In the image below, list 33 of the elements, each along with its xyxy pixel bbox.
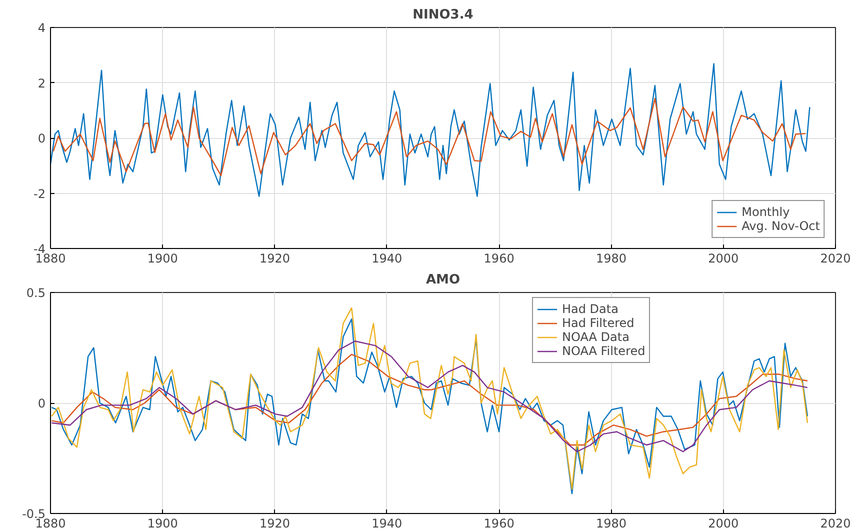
x-tick-label: 1960 [484,516,514,530]
x-tick-label: 2020 [820,252,851,266]
y-tick-label: 0 [38,396,46,410]
y-tick-label: 0.5 [26,286,46,300]
legend-label: Had Data [562,302,618,316]
x-tick-label: 1900 [147,252,178,266]
x-tick-label: 1900 [147,516,178,530]
legend-label: NOAA Data [562,330,630,344]
x-tick-label: 1920 [260,516,290,530]
y-tick-label: -2 [34,186,46,201]
chart-title: AMO [426,272,460,288]
x-tick-label: 2000 [708,516,739,530]
x-tick-label: 1960 [484,252,514,266]
y-tick-label: 2 [38,76,46,90]
x-tick-label: 2000 [708,252,739,266]
legend-label: Avg. Nov-Oct [742,219,820,233]
legend-label: Had Filtered [562,316,634,330]
x-tick-label: 1980 [596,252,626,266]
x-tick-label: 1980 [596,516,626,530]
y-tick-label: 0 [38,132,46,146]
y-tick-label: 4 [38,21,46,35]
x-tick-label: 1940 [372,516,402,530]
x-tick-label: 1920 [260,252,290,266]
legend-label: Monthly [742,205,790,219]
chart-title: NINO3.4 [412,8,474,22]
x-tick-label: 1880 [35,252,66,266]
x-tick-label: 2020 [820,516,851,530]
x-tick-label: 1940 [372,252,402,266]
line-series [52,98,806,176]
legend-label: NOAA Filtered [562,344,646,358]
line-series [51,340,808,452]
line-series [50,63,810,197]
line-series [51,354,808,446]
